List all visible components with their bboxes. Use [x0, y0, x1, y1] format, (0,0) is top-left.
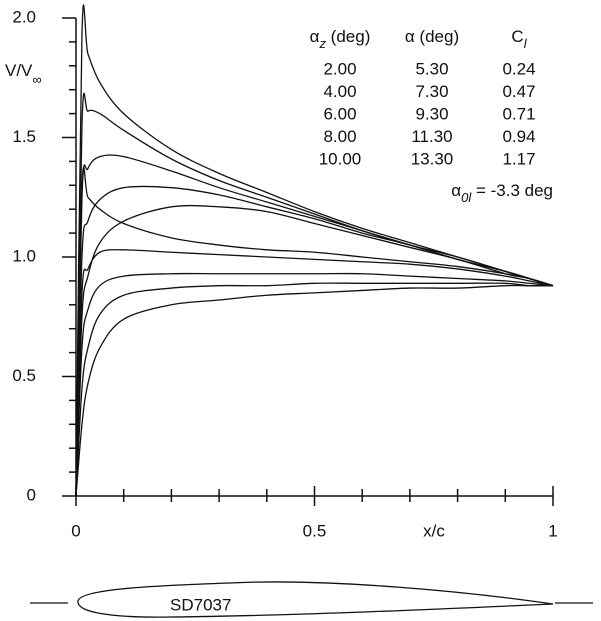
velocity-curve: [75, 92, 554, 497]
velocity-curve: [75, 249, 554, 497]
annotation-symbol: α: [451, 181, 461, 200]
table-cell: 0.24: [502, 59, 535, 78]
table-cell: 6.00: [323, 104, 356, 123]
table-header-symbol: α: [310, 27, 320, 46]
airfoil-label: SD7037: [170, 595, 231, 614]
velocity-curve: [75, 185, 554, 497]
table-cell: 11.30: [411, 127, 452, 146]
x-tick-label: 0: [71, 521, 80, 540]
table-cell: 5.30: [415, 59, 448, 78]
y-tick-label: 1.5: [12, 127, 36, 146]
table-cell: 0.94: [502, 127, 535, 146]
table-header-symbol: α: [405, 27, 415, 46]
velocity-curve: [75, 272, 554, 497]
x-axis-label: x/c: [423, 521, 445, 540]
table-cell: 2.00: [323, 59, 356, 78]
table-cell: 10.00: [319, 149, 362, 168]
x-tick-label: 1: [548, 521, 557, 540]
annotation-rest: = -3.3 deg: [471, 181, 553, 200]
y-tick-label: 2.0: [12, 7, 36, 26]
x-tick-label: 0.5: [303, 521, 327, 540]
y-tick-label: 1.0: [12, 246, 36, 265]
table-cell: 0.71: [502, 104, 535, 123]
table-cell: 9.30: [415, 104, 448, 123]
airfoil-outline: [77, 581, 554, 618]
table-header-sub: z: [318, 36, 326, 51]
table-cell: 1.17: [502, 149, 535, 168]
velocity-curve: [75, 204, 554, 497]
y-tick-label: 0.5: [12, 366, 36, 385]
table-cell: 4.00: [323, 82, 356, 101]
table-cell: 7.30: [415, 82, 448, 101]
annotation: α0l = -3.3 deg: [451, 181, 553, 205]
velocity-curve: [75, 282, 554, 497]
table-cell: 0.47: [502, 82, 535, 101]
table-header: α (deg): [405, 27, 459, 46]
table-header-rest: (deg): [415, 27, 459, 46]
velocity-curve: [75, 166, 554, 497]
y-axis-label: V/V∞: [5, 61, 42, 87]
y-axis-label-sub: ∞: [32, 72, 41, 87]
y-tick-label: 0: [27, 485, 36, 504]
table-cell: 13.30: [411, 149, 454, 168]
velocity-curve: [75, 154, 554, 497]
table-header: Cl: [511, 27, 527, 51]
table-header-sub: l: [524, 36, 528, 51]
annotation-sub: 0l: [461, 190, 472, 205]
velocity-curve: [75, 284, 554, 497]
y-axis-label-main: V/V: [5, 61, 33, 80]
table-cell: 8.00: [323, 127, 356, 146]
table-header-rest: (deg): [326, 27, 370, 46]
table-header: αz (deg): [310, 27, 371, 51]
table-header-symbol: C: [511, 27, 523, 46]
